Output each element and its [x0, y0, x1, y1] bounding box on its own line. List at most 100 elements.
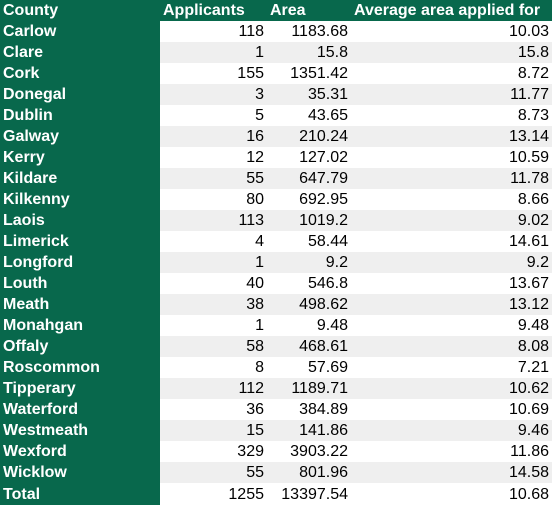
applicants-cell: 55	[160, 168, 267, 189]
table-row: Tipperary 112 1189.71 10.62	[0, 378, 552, 399]
area-cell: 3903.22	[267, 441, 351, 462]
table-row: Roscommon 8 57.69 7.21	[0, 357, 552, 378]
average-area-cell: 13.14	[351, 126, 552, 147]
county-cell: Galway	[0, 126, 160, 147]
applicants-cell: 38	[160, 294, 267, 315]
table-row: Kerry 12 127.02 10.59	[0, 147, 552, 168]
average-area-cell: 10.59	[351, 147, 552, 168]
average-area-cell: 13.12	[351, 294, 552, 315]
area-cell: 1019.2	[267, 210, 351, 231]
average-area-cell: 11.86	[351, 441, 552, 462]
table-row: Laois 113 1019.2 9.02	[0, 210, 552, 231]
average-area-cell: 8.72	[351, 63, 552, 84]
header-row: County Applicants Area Average area appl…	[0, 0, 552, 21]
area-cell: 546.8	[267, 273, 351, 294]
applicants-cell: 8	[160, 357, 267, 378]
county-cell: Wexford	[0, 441, 160, 462]
applicants-cell: 1	[160, 252, 267, 273]
table-row: Longford 1 9.2 9.2	[0, 252, 552, 273]
average-area-cell: 7.21	[351, 357, 552, 378]
table-row: Kilkenny 80 692.95 8.66	[0, 189, 552, 210]
average-area-cell: 9.48	[351, 315, 552, 336]
applicants-cell: 40	[160, 273, 267, 294]
applicants-cell: 80	[160, 189, 267, 210]
county-cell: Westmeath	[0, 420, 160, 441]
average-area-cell: 8.08	[351, 336, 552, 357]
county-cell: Laois	[0, 210, 160, 231]
table-row: Carlow 118 1183.68 10.03	[0, 21, 552, 42]
county-cell: Waterford	[0, 399, 160, 420]
table-row: Dublin 5 43.65 8.73	[0, 105, 552, 126]
average-area-cell: 10.69	[351, 399, 552, 420]
average-area-cell: 15.8	[351, 42, 552, 63]
area-cell: 57.69	[267, 357, 351, 378]
header-area: Area	[267, 0, 351, 21]
county-cell: Tipperary	[0, 378, 160, 399]
average-area-cell: 10.68	[351, 483, 552, 505]
average-area-cell: 11.77	[351, 84, 552, 105]
area-cell: 127.02	[267, 147, 351, 168]
area-cell: 13397.54	[267, 483, 351, 505]
area-cell: 692.95	[267, 189, 351, 210]
header-applicants: Applicants	[160, 0, 267, 21]
table-row: Cork 155 1351.42 8.72	[0, 63, 552, 84]
area-cell: 384.89	[267, 399, 351, 420]
area-cell: 43.65	[267, 105, 351, 126]
applicants-cell: 3	[160, 84, 267, 105]
table-row: Galway 16 210.24 13.14	[0, 126, 552, 147]
county-cell: Carlow	[0, 21, 160, 42]
applicants-cell: 36	[160, 399, 267, 420]
area-cell: 801.96	[267, 462, 351, 483]
table-row: Waterford 36 384.89 10.69	[0, 399, 552, 420]
applicants-cell: 5	[160, 105, 267, 126]
county-cell: Total	[0, 483, 160, 505]
applicants-cell: 1255	[160, 483, 267, 505]
applicants-cell: 16	[160, 126, 267, 147]
applicants-cell: 15	[160, 420, 267, 441]
total-row: Total 1255 13397.54 10.68	[0, 483, 552, 505]
table-row: Donegal 3 35.31 11.77	[0, 84, 552, 105]
applicants-cell: 12	[160, 147, 267, 168]
county-cell: Donegal	[0, 84, 160, 105]
average-area-cell: 8.66	[351, 189, 552, 210]
average-area-cell: 10.62	[351, 378, 552, 399]
table-row: Kildare 55 647.79 11.78	[0, 168, 552, 189]
area-cell: 498.62	[267, 294, 351, 315]
header-average-area: Average area applied for	[351, 0, 552, 21]
area-cell: 15.8	[267, 42, 351, 63]
table-row: Clare 1 15.8 15.8	[0, 42, 552, 63]
average-area-cell: 14.61	[351, 231, 552, 252]
area-cell: 9.2	[267, 252, 351, 273]
county-cell: Louth	[0, 273, 160, 294]
applicants-cell: 1	[160, 42, 267, 63]
average-area-cell: 10.03	[351, 21, 552, 42]
table-row: Wexford 329 3903.22 11.86	[0, 441, 552, 462]
table-row: Wicklow 55 801.96 14.58	[0, 462, 552, 483]
area-cell: 58.44	[267, 231, 351, 252]
average-area-cell: 9.46	[351, 420, 552, 441]
applicants-cell: 112	[160, 378, 267, 399]
county-cell: Monahgan	[0, 315, 160, 336]
county-cell: Kilkenny	[0, 189, 160, 210]
average-area-cell: 8.73	[351, 105, 552, 126]
county-cell: Cork	[0, 63, 160, 84]
applicants-cell: 155	[160, 63, 267, 84]
area-cell: 210.24	[267, 126, 351, 147]
header-county: County	[0, 0, 160, 21]
average-area-cell: 9.02	[351, 210, 552, 231]
county-cell: Clare	[0, 42, 160, 63]
applicants-cell: 113	[160, 210, 267, 231]
county-cell: Longford	[0, 252, 160, 273]
applicants-cell: 1	[160, 315, 267, 336]
area-cell: 647.79	[267, 168, 351, 189]
applicants-cell: 58	[160, 336, 267, 357]
table-row: Limerick 4 58.44 14.61	[0, 231, 552, 252]
county-cell: Offaly	[0, 336, 160, 357]
table-body: Carlow 118 1183.68 10.03 Clare 1 15.8 15.8 Cork 1…	[0, 21, 552, 505]
county-cell: Limerick	[0, 231, 160, 252]
table-row: Meath 38 498.62 13.12	[0, 294, 552, 315]
county-cell: Roscommon	[0, 357, 160, 378]
average-area-cell: 9.2	[351, 252, 552, 273]
applicants-cell: 329	[160, 441, 267, 462]
